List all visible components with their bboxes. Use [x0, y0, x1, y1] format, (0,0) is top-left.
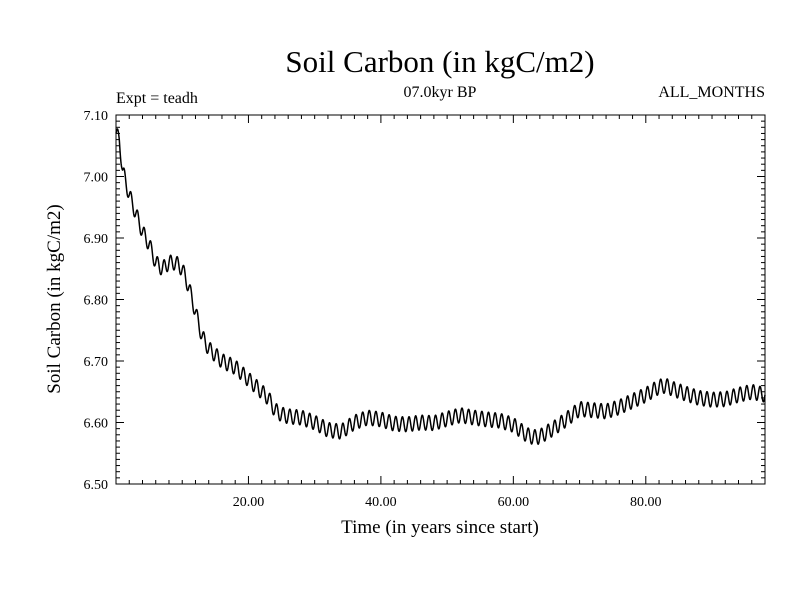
chart-subtitle: 07.0kyr BP	[404, 84, 477, 101]
x-tick-label: 20.00	[233, 495, 265, 510]
y-tick-label: 6.60	[84, 417, 109, 432]
period-label: ALL_MONTHS	[658, 84, 765, 101]
series-line-soil-carbon	[115, 128, 766, 445]
y-tick-label: 6.70	[84, 355, 109, 370]
y-tick-label: 6.80	[84, 294, 109, 309]
x-tick-label: 80.00	[630, 495, 662, 510]
y-axis-label: Soil Carbon (in kgC/m2)	[44, 204, 65, 393]
y-tick-label: 7.00	[84, 171, 109, 186]
y-tick-label: 7.10	[84, 109, 109, 124]
x-axis-label: Time (in years since start)	[341, 517, 539, 538]
y-tick-label: 6.50	[84, 478, 109, 493]
chart-title: Soil Carbon (in kgC/m2)	[285, 44, 594, 79]
y-tick-label: 6.90	[84, 232, 109, 247]
axis-tick-labels: 20.00 40.00 60.00 80.00 6.50 6.60 6.70 6.80 6.90…	[84, 109, 662, 510]
x-tick-label: 40.00	[365, 495, 397, 510]
plot-frame	[115, 114, 766, 485]
experiment-label: Expt = teadh	[116, 90, 198, 107]
x-tick-label: 60.00	[498, 495, 530, 510]
